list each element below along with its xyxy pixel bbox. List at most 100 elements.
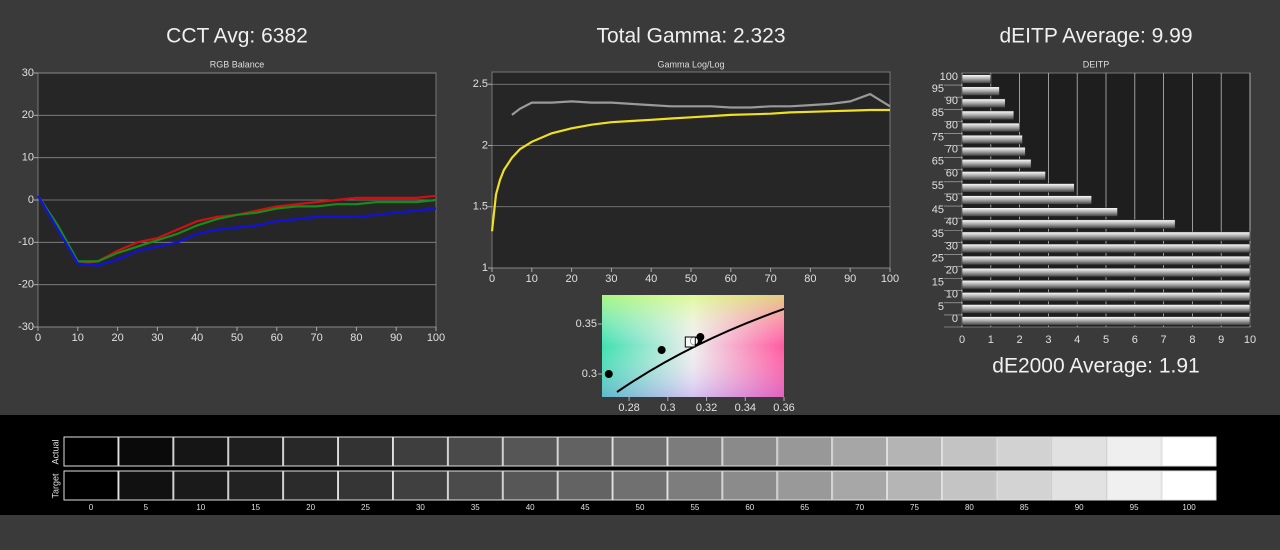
bar — [961, 207, 1118, 217]
swatch — [1161, 436, 1217, 467]
x-tick-label: 7 — [1161, 334, 1167, 346]
swatch-label: 70 — [855, 503, 864, 512]
swatch — [887, 470, 942, 501]
x-tick-label: 20 — [111, 332, 123, 344]
y-tick-label: 5 — [938, 301, 944, 313]
swatch — [118, 470, 174, 501]
row-label: Actual — [50, 439, 60, 464]
bar — [961, 183, 1075, 193]
y-tick-label: 45 — [932, 204, 944, 216]
swatch — [173, 470, 229, 501]
y-tick-label: 2 — [482, 139, 488, 151]
bar — [961, 122, 1020, 133]
bar — [961, 159, 1032, 169]
swatch-label: 10 — [196, 503, 205, 512]
x-tick-label: 50 — [685, 273, 697, 285]
y-tick-label: -20 — [18, 279, 34, 291]
swatch — [283, 470, 339, 501]
y-tick-label: 0 — [952, 313, 958, 325]
target-point — [684, 336, 696, 348]
y-tick-label: -30 — [18, 321, 34, 333]
x-tick-label: 0.34 — [735, 402, 756, 414]
y-tick-label: 20 — [946, 264, 958, 276]
point — [604, 370, 613, 378]
x-tick-label: 40 — [191, 332, 203, 344]
swatch-label: 40 — [526, 503, 535, 512]
swatch — [777, 470, 833, 501]
swatch — [1161, 470, 1217, 501]
swatch — [722, 436, 778, 467]
y-tick-label: 65 — [932, 156, 944, 168]
swatch-label: 55 — [690, 503, 699, 512]
chart-subtitle: DEITP — [1083, 59, 1110, 69]
swatch — [832, 470, 888, 501]
bar — [961, 86, 1000, 96]
y-tick-label: 60 — [946, 168, 958, 180]
x-tick-label: 30 — [605, 273, 617, 285]
y-tick-label: 70 — [946, 144, 958, 156]
series-line — [37, 195, 437, 263]
bar — [961, 147, 1026, 157]
x-tick-label: 0.28 — [618, 402, 639, 414]
swatch — [173, 436, 229, 467]
bar — [961, 267, 1251, 278]
swatch — [557, 436, 613, 467]
y-tick-label: 1.5 — [473, 201, 488, 213]
y-tick-label: -10 — [18, 236, 34, 248]
swatch-label: 85 — [1020, 503, 1029, 512]
x-tick-label: 100 — [427, 332, 445, 344]
point — [657, 346, 666, 354]
x-tick-label: 5 — [1103, 334, 1109, 346]
y-tick-label: 30 — [22, 67, 34, 79]
bar — [961, 255, 1251, 266]
swatch-label: 35 — [471, 503, 480, 512]
x-tick-label: 0.32 — [696, 402, 717, 414]
swatch — [392, 436, 448, 467]
swatch — [996, 436, 1052, 467]
x-tick-label: 80 — [804, 273, 816, 285]
y-tick-label: 15 — [932, 277, 944, 289]
y-tick-label: 10 — [946, 289, 958, 301]
y-tick-label: 55 — [932, 180, 944, 192]
y-tick-label: 50 — [946, 192, 958, 204]
bar — [961, 316, 1251, 326]
x-tick-label: 60 — [271, 332, 283, 344]
x-tick-label: 4 — [1074, 334, 1080, 346]
annotation: dE2000 Average: 1.91 — [992, 355, 1199, 378]
swatch — [941, 436, 997, 467]
bar — [961, 171, 1046, 181]
x-tick-label: 50 — [231, 332, 243, 344]
x-tick-label: 100 — [881, 273, 899, 285]
bar — [961, 280, 1251, 290]
swatch — [1106, 470, 1162, 501]
swatch-label: 75 — [910, 503, 919, 512]
series-line — [37, 195, 437, 267]
swatch — [447, 436, 503, 467]
y-tick-label: 100 — [940, 71, 958, 83]
swatch — [502, 470, 558, 501]
y-tick-label: 40 — [946, 216, 958, 228]
bar — [961, 231, 1251, 241]
bar — [961, 110, 1015, 120]
bar — [961, 219, 1176, 229]
chart-subtitle: Gamma Log/Log — [657, 59, 724, 69]
x-tick-label: 10 — [1244, 334, 1256, 346]
swatch-label: 5 — [144, 503, 149, 512]
swatch — [1106, 436, 1162, 467]
swatch-label: 25 — [361, 503, 370, 512]
x-tick-label: 90 — [390, 332, 402, 344]
point — [696, 333, 705, 341]
swatch — [941, 470, 997, 501]
chart-title: CCT Avg: 6382 — [166, 25, 308, 48]
swatch — [63, 470, 119, 501]
x-tick-label: 6 — [1132, 334, 1138, 346]
chart-subtitle: RGB Balance — [210, 59, 265, 69]
x-tick-label: 40 — [645, 273, 657, 285]
bar — [961, 98, 1006, 108]
y-tick-label: 90 — [946, 95, 958, 107]
x-tick-label: 1 — [988, 334, 994, 346]
y-tick-label: 95 — [932, 83, 944, 95]
swatch — [887, 436, 942, 467]
swatch — [228, 436, 284, 467]
